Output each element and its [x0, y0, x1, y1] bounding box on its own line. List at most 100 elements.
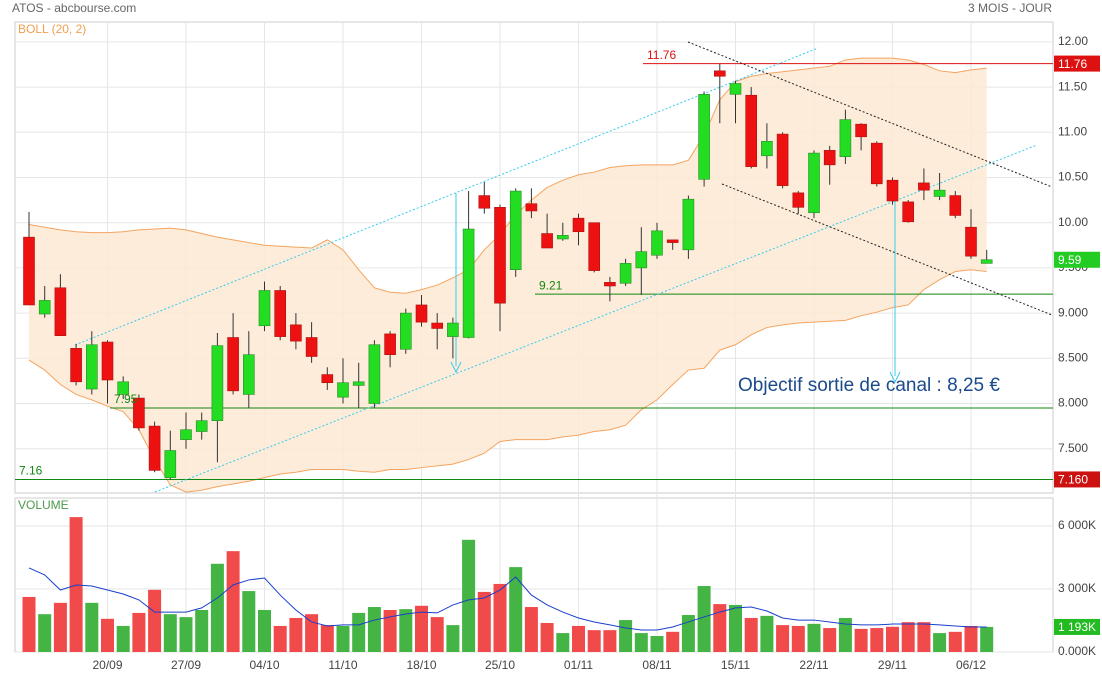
candle-body — [54, 287, 67, 336]
volume-bar — [22, 596, 36, 652]
candle-body — [792, 192, 805, 208]
y-tick-label: 7.500 — [1058, 441, 1088, 455]
y-tick-label: 10.50 — [1058, 170, 1088, 184]
volume-bar — [462, 539, 476, 652]
volume-average — [28, 567, 987, 631]
candle-body — [980, 259, 993, 264]
candle-body — [180, 429, 192, 440]
volume-bar — [53, 602, 67, 652]
y-tick-label: 8.500 — [1058, 350, 1088, 364]
volume-bar — [540, 623, 554, 652]
candle-body — [541, 233, 553, 249]
candle-body — [274, 290, 287, 337]
volume-bar — [650, 636, 664, 652]
volume-bar — [619, 620, 633, 652]
volume-bar — [242, 591, 256, 652]
volume-bar — [776, 625, 790, 652]
candle-body — [290, 324, 302, 342]
volume-bar — [870, 628, 884, 652]
channel-line — [154, 144, 1038, 493]
candle-body — [729, 83, 742, 95]
volume-bar — [493, 583, 507, 652]
volume-bar — [729, 604, 742, 652]
candle-body — [572, 217, 585, 233]
volume-bar — [148, 589, 162, 652]
volume-bar — [791, 625, 805, 652]
candle-body — [635, 251, 648, 269]
candle-body — [258, 290, 271, 327]
candle-body — [776, 133, 789, 186]
volume-bar — [38, 614, 52, 652]
volume-bar — [524, 607, 538, 652]
candle-body — [682, 198, 695, 251]
candle-body — [148, 425, 161, 471]
candle-body — [494, 207, 506, 304]
upper-band — [28, 57, 987, 294]
candle-body — [227, 337, 239, 392]
candle-body — [447, 322, 459, 337]
volume-bar — [603, 630, 617, 652]
volume-bar — [383, 609, 397, 652]
volume-bar — [854, 628, 868, 652]
volume-bar — [933, 633, 947, 652]
y-tick-label: 11.00 — [1058, 124, 1087, 138]
level-label: 9.21 — [539, 278, 563, 292]
candle-body — [839, 119, 852, 158]
candle-body — [886, 179, 899, 202]
x-tick-label: 15/11 — [721, 658, 750, 672]
level-label: 7.16 — [19, 464, 43, 478]
x-tick-label: 06/12 — [956, 658, 986, 672]
annotations — [74, 41, 1053, 493]
y-tick-label: 0.000K — [1058, 644, 1096, 658]
volume-bar — [681, 615, 695, 652]
candle-body — [525, 203, 538, 212]
volume-bar — [210, 563, 224, 652]
candle-body — [619, 263, 632, 284]
candle-body — [321, 374, 334, 384]
x-tick-label: 20/09 — [92, 658, 122, 672]
volume-bar — [713, 604, 727, 652]
volume-bar — [116, 625, 130, 652]
candle-body — [698, 94, 710, 180]
volume-bar — [179, 617, 193, 652]
price-marker-label: 9.59 — [1058, 253, 1082, 267]
candle-body — [352, 381, 365, 386]
price-marker — [1054, 55, 1100, 72]
volume-bar — [352, 612, 366, 652]
volume-bar — [509, 567, 523, 652]
candle-body — [713, 70, 726, 77]
volume-bar — [132, 612, 146, 652]
candle-body — [745, 94, 758, 167]
price-marker — [1054, 471, 1100, 488]
candle-body — [823, 150, 836, 166]
y-tick-label: 11.50 — [1058, 79, 1087, 93]
volume-bar — [964, 625, 978, 652]
candle-body — [195, 420, 208, 432]
volume-bar — [101, 618, 114, 652]
candle-body — [556, 235, 569, 240]
candle-body — [101, 341, 114, 381]
y-tick-label: 9.000 — [1058, 305, 1088, 319]
indicator-label: VOLUME — [18, 498, 69, 512]
candle-body — [478, 195, 491, 209]
volume-bar — [697, 586, 711, 652]
volume-bar — [948, 631, 962, 652]
candle-body — [384, 333, 396, 355]
x-tick-label: 27/09 — [171, 658, 201, 672]
x-tick-label: 01/11 — [564, 658, 593, 672]
volume-bar — [556, 633, 570, 652]
candle-body — [431, 322, 444, 329]
volume-bar — [838, 617, 852, 652]
header-period: 3 MOIS - JOUR — [968, 1, 1052, 15]
arrow-head — [450, 361, 462, 374]
candle-body — [666, 239, 679, 243]
y-tick-label: 6 000K — [1058, 518, 1096, 532]
price-marker-label: 11.76 — [1058, 57, 1087, 71]
candle-body — [415, 304, 428, 323]
candle-body — [117, 381, 129, 395]
price-marker-label: 1 193K — [1058, 620, 1096, 634]
candle-body — [38, 300, 51, 315]
header-title: ATOS - abcbourse.com — [12, 1, 136, 15]
candle-body — [808, 152, 820, 214]
